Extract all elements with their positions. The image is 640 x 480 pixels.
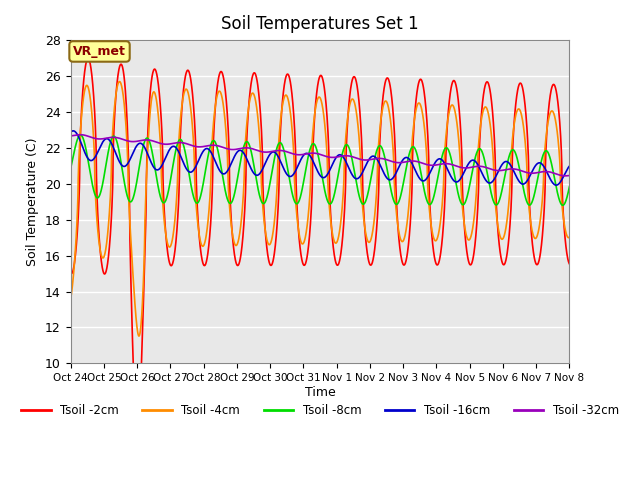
Legend: Tsoil -2cm, Tsoil -4cm, Tsoil -8cm, Tsoil -16cm, Tsoil -32cm: Tsoil -2cm, Tsoil -4cm, Tsoil -8cm, Tsoi… — [17, 400, 623, 422]
Text: VR_met: VR_met — [73, 45, 126, 58]
Y-axis label: Soil Temperature (C): Soil Temperature (C) — [26, 137, 40, 266]
Title: Soil Temperatures Set 1: Soil Temperatures Set 1 — [221, 15, 419, 33]
X-axis label: Time: Time — [305, 386, 335, 399]
